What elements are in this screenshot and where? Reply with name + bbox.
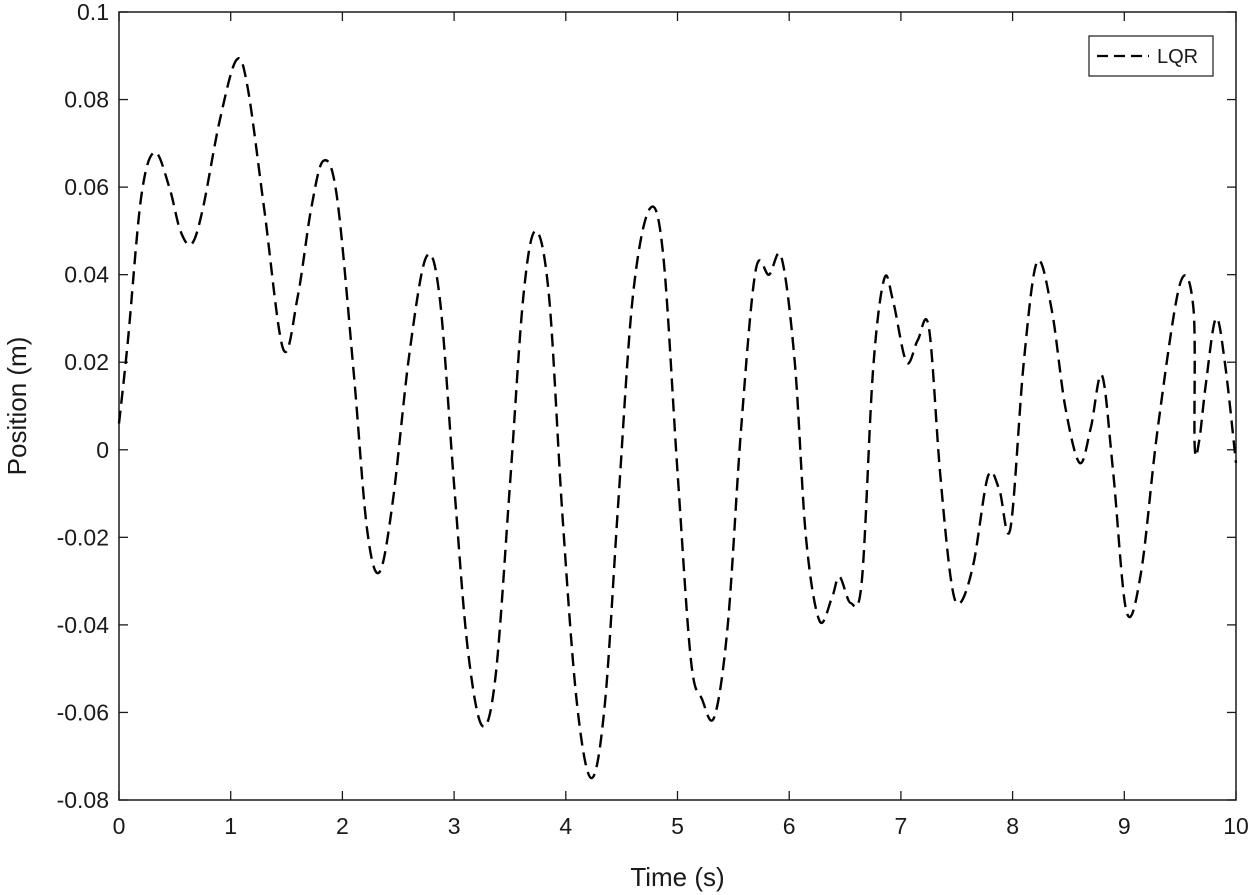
y-tick-label: -0.04 <box>57 612 110 638</box>
x-tick-label: 8 <box>1006 813 1019 839</box>
y-tick-label: 0.08 <box>64 87 109 113</box>
x-tick-label: 6 <box>783 813 796 839</box>
x-tick-label: 2 <box>336 813 349 839</box>
x-axis-label: Time (s) <box>630 862 724 892</box>
axis-ticks: 0 1 2 3 4 5 6 7 8 9 10 -0.08 -0.06 -0.04 -0.02 0 0.02 0.0… <box>57 0 1249 839</box>
y-tick-label: -0.06 <box>57 699 109 725</box>
legend: LQR <box>1088 35 1214 77</box>
y-tick-label: 0.1 <box>77 0 109 25</box>
y-tick-label: 0 <box>96 437 109 463</box>
y-tick-label: 0.02 <box>64 349 109 375</box>
x-tick-label: 1 <box>224 813 237 839</box>
y-tick-label: 0.06 <box>64 174 109 200</box>
x-tick-label: 5 <box>671 813 684 839</box>
x-tick-label: 9 <box>1118 813 1131 839</box>
x-tick-label: 4 <box>559 813 572 839</box>
legend-box <box>1088 35 1214 77</box>
x-tick-label: 3 <box>448 813 461 839</box>
series-line-lqr <box>117 57 1238 780</box>
plot-area <box>118 11 1237 801</box>
y-axis-label: Position (m) <box>2 337 32 476</box>
series-layer <box>117 57 1238 780</box>
y-tick-label: -0.08 <box>57 787 109 813</box>
x-tick-label: 7 <box>895 813 908 839</box>
y-tick-label: 0.04 <box>64 262 109 288</box>
x-tick-label: 0 <box>113 813 126 839</box>
legend-label-lqr: LQR <box>1157 46 1198 68</box>
y-tick-label: -0.02 <box>57 524 109 550</box>
x-tick-label: 10 <box>1223 813 1249 839</box>
